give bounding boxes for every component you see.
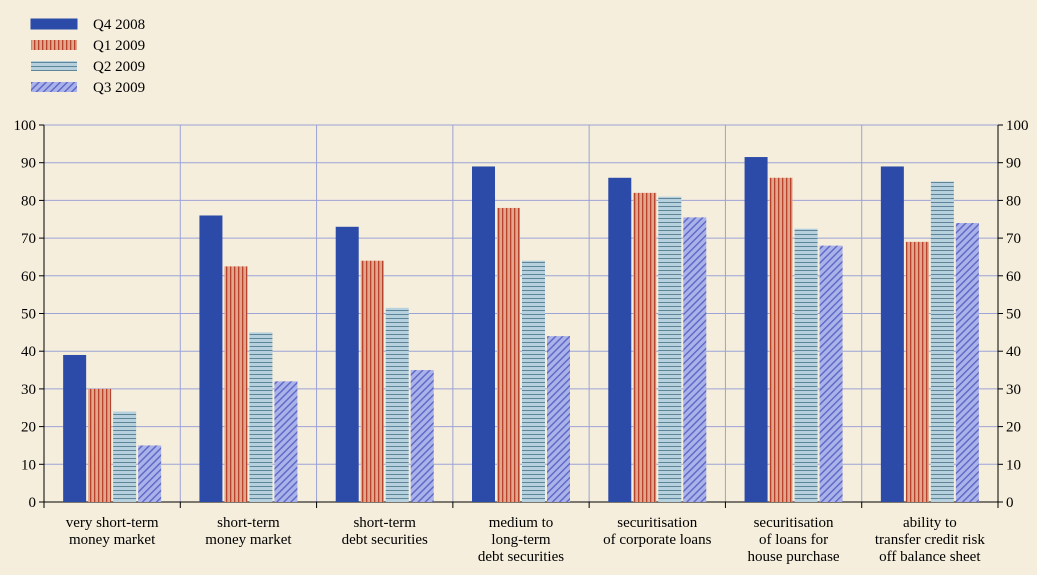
legend-label-2: Q1 2009 <box>93 38 145 54</box>
y-tick-label-right-4: 40 <box>1006 344 1021 360</box>
legend: Q4 2008 Q1 2009 Q2 2009 Q3 2009 <box>30 17 145 96</box>
bar-4-2 <box>497 207 520 502</box>
bar-6-3 <box>794 228 818 503</box>
legend-label-4: Q3 2009 <box>93 80 145 96</box>
x-category-label-6: securitisation of loans for house purchase <box>748 515 840 565</box>
bar-2-2 <box>224 266 248 502</box>
bar-2-4 <box>274 381 298 502</box>
bar-6-2 <box>769 177 793 502</box>
y-tick-label-left-6: 60 <box>21 269 36 285</box>
y-tick-label-right-6: 60 <box>1006 269 1021 285</box>
y-tick-label-right-9: 90 <box>1006 156 1021 172</box>
bar-5-2 <box>633 192 657 503</box>
y-tick-label-right-8: 80 <box>1006 193 1021 209</box>
y-tick-label-right-0: 0 <box>1006 495 1014 511</box>
y-tick-label-right-5: 50 <box>1006 307 1021 323</box>
legend-label-1: Q4 2008 <box>93 17 145 33</box>
x-category-label-3: short-term debt securities <box>342 515 428 548</box>
legend-swatch-2 <box>31 40 77 50</box>
bar-6-1 <box>744 157 768 503</box>
bar-7-1 <box>880 166 904 502</box>
bar-4-3 <box>522 260 545 502</box>
y-tick-label-left-8: 80 <box>21 193 36 209</box>
x-category-label-7: ability to transfer credit risk off balanc… <box>875 515 985 565</box>
y-tick-label-right-1: 10 <box>1006 457 1021 473</box>
y-tick-label-right-7: 70 <box>1006 231 1021 247</box>
bars <box>63 157 979 503</box>
legend-swatch-4 <box>31 82 77 92</box>
grid-lines <box>43 124 999 503</box>
y-tick-label-left-0: 0 <box>29 495 37 511</box>
bar-7-3 <box>930 181 954 503</box>
legend-swatch-3 <box>31 61 77 71</box>
bar-1-2 <box>88 388 112 502</box>
axes <box>39 124 1003 508</box>
legend-label-3: Q2 2009 <box>93 59 145 75</box>
y-tick-label-left-1: 10 <box>21 457 36 473</box>
bar-1-3 <box>113 411 137 502</box>
x-category-label-4: medium to long-term debt securities <box>478 515 564 565</box>
x-category-label-5: securitisation of corporate loans <box>603 515 711 548</box>
bar-5-1 <box>608 177 632 502</box>
bar-1-4 <box>138 445 162 502</box>
bar-7-4 <box>955 223 979 502</box>
axis-labels: 0 0 10 10 20 20 30 30 40 40 50 50 60 60 70 70 80 80 90 90 10… <box>14 118 1029 565</box>
y-tick-label-left-7: 70 <box>21 231 36 247</box>
bar-7-2 <box>905 241 929 502</box>
y-tick-label-left-5: 50 <box>21 307 36 323</box>
bar-5-3 <box>658 196 682 502</box>
bar-2-1 <box>199 215 223 503</box>
x-category-label-2: short-term money market <box>205 515 292 548</box>
bar-1-1 <box>63 354 87 502</box>
y-tick-label-left-3: 30 <box>21 382 36 398</box>
bar-3-1 <box>335 226 359 503</box>
bar-5-4 <box>683 217 707 503</box>
y-tick-label-left-4: 40 <box>21 344 36 360</box>
y-tick-label-left-9: 90 <box>21 156 36 172</box>
bar-4-1 <box>472 166 495 502</box>
legend-swatch-1 <box>30 18 78 30</box>
y-tick-label-left-10: 100 <box>14 118 37 134</box>
y-tick-label-right-2: 20 <box>1006 420 1021 436</box>
y-tick-label-left-2: 20 <box>21 420 36 436</box>
bar-3-3 <box>385 307 409 502</box>
bar-2-3 <box>249 332 273 502</box>
y-tick-label-right-10: 100 <box>1006 118 1029 134</box>
y-tick-label-right-3: 30 <box>1006 382 1021 398</box>
bar-4-4 <box>547 336 570 502</box>
bar-3-2 <box>360 260 384 502</box>
bar-6-4 <box>819 245 843 502</box>
bar-3-4 <box>410 370 434 502</box>
x-category-label-1: very short-term money market <box>66 515 159 548</box>
